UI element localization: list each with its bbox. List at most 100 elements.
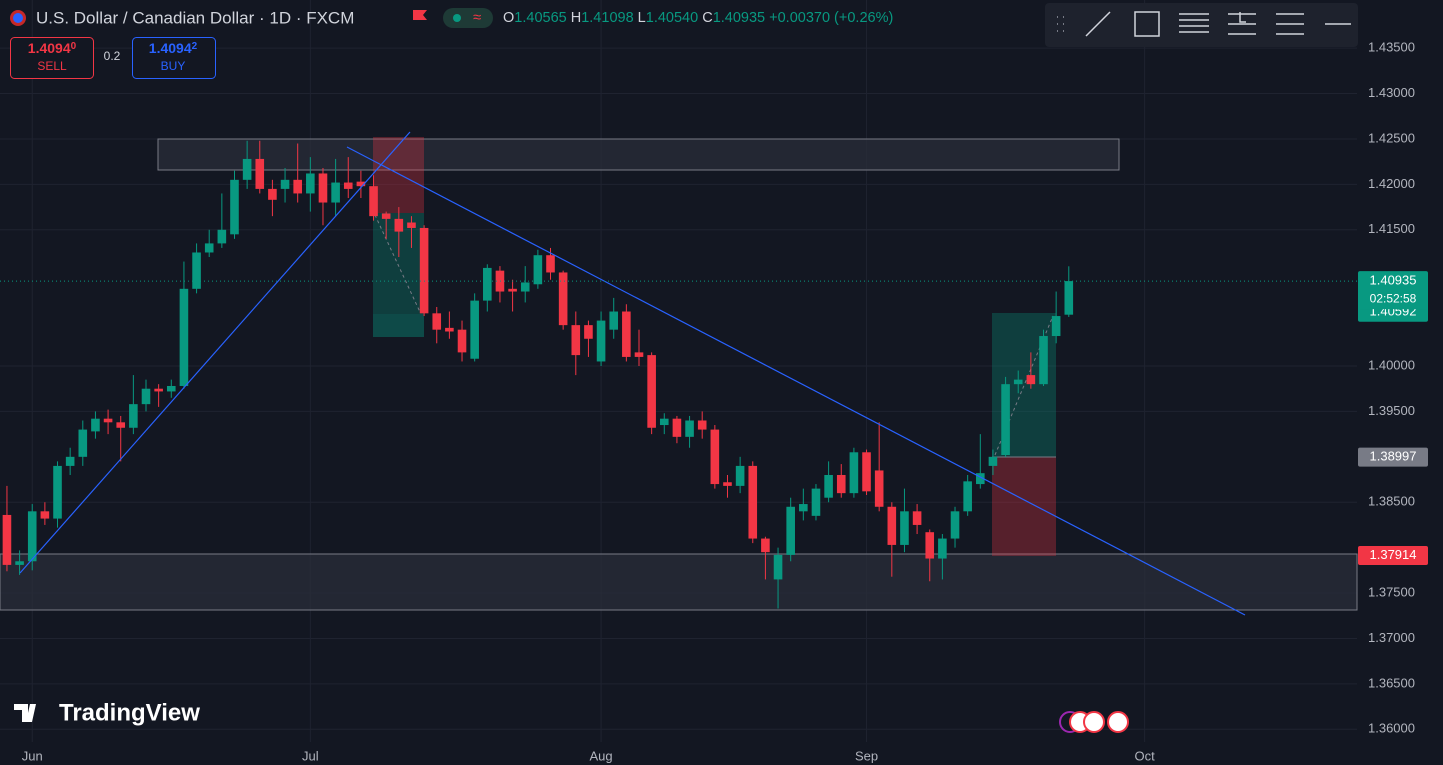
candle-body [483,267,492,301]
candle-body [546,255,555,273]
candle-body [647,355,656,428]
ohlc-legend: O1.40565 H1.41098 L1.40540 C1.40935 +0.0… [503,10,893,26]
trend-line [346,146,1246,616]
tool-fib[interactable] [1179,13,1209,33]
candle-body [900,511,909,545]
y-tick-label: 1.43500 [1368,40,1415,55]
toolbar-background [1045,3,1358,47]
candle-body [470,300,479,359]
candle-body [685,420,694,437]
x-tick-label: Jul [302,748,319,763]
candle-body [141,388,151,405]
y-tick-label: 1.39500 [1368,403,1415,418]
candle-body [91,418,100,432]
price-tag [1358,447,1428,467]
candle-body [976,473,985,485]
candle-body [622,311,631,357]
candle-body [381,213,391,219]
symbol-title[interactable]: U.S. Dollar / Canadian Dollar · 1D · FXC… [36,8,354,27]
tool-long[interactable] [1228,12,1256,35]
buy-label: BUY [161,59,186,73]
ohlc-key: C [702,10,712,26]
candle-body [874,470,884,507]
buy-button[interactable] [132,37,216,79]
event-icon[interactable] [1107,711,1129,733]
candle-body [280,179,290,189]
candle-body [65,456,75,466]
candle-body [1051,316,1061,337]
candle-body [129,404,138,428]
candle-body [849,452,859,494]
candle-body [255,158,265,189]
grid [0,0,1357,742]
candle-body [799,504,808,512]
tool-short[interactable] [1276,13,1304,35]
candle-body [520,282,530,292]
sell-button[interactable] [10,37,94,79]
candle-body [659,418,669,426]
y-tick-label: 1.37000 [1368,630,1415,645]
price-tag-label: 1.40935 [1370,273,1417,288]
x-tick-label: Jun [22,748,43,763]
candle-body [773,554,783,580]
candle-body [2,514,12,565]
symbol-icon [13,13,23,23]
buy-price: 1.40942 [149,40,198,56]
logo: TradingView [59,699,200,726]
buy-price: 1.4094 [149,40,192,56]
price-tag-label: 1.37914 [1370,547,1417,562]
y-tick-label: 1.40000 [1368,357,1415,372]
candle-body [609,311,619,330]
candle-body [1013,379,1023,385]
stop-zone [992,457,1056,556]
target-zone [373,314,424,337]
candle-body [293,179,302,194]
candle-body [950,511,960,539]
status-pill[interactable] [443,8,493,28]
ohlc-value: 1.40540 [646,10,698,26]
candle-body [988,456,998,466]
candle-body [166,385,176,392]
ohlc-key: H [571,10,581,26]
candle-body [204,243,214,253]
candle-body [1039,336,1048,385]
y-tick-label: 1.36500 [1368,675,1415,690]
x-tick-label: Sep [855,748,878,763]
candle-body [78,429,88,457]
candle-body [925,532,935,559]
y-tick-label: 1.42500 [1368,130,1415,145]
drag-handle[interactable] [1057,16,1064,32]
candle-body [217,229,227,244]
candle-body [558,272,568,326]
candle-body [103,418,113,423]
ohlc-key: O [503,10,514,26]
candle-body [1064,281,1074,315]
y-tick-label: 1.42000 [1368,176,1415,191]
event-icons [1059,711,1129,733]
candle-body [824,474,833,498]
event-icon[interactable] [1083,711,1105,733]
candle-body [836,474,846,494]
candle-body [862,452,871,492]
candle-body [445,327,454,332]
ohlc-value: 1.40935 [713,10,765,26]
candle-body [154,388,163,392]
candle-body [53,465,62,519]
candle-body [331,182,340,203]
candle-body [179,288,189,386]
candle-body [938,538,947,559]
candle-body [786,506,795,555]
y-tick-label: 1.41500 [1368,221,1415,236]
flag-icon[interactable] [413,10,427,20]
tool-rectangle[interactable] [1134,11,1160,37]
y-tick-label: 1.36000 [1368,721,1415,736]
candle-body [242,158,252,180]
candle-body [419,227,429,314]
candle-body [369,186,378,217]
candles [2,140,1074,609]
candle-body [268,188,277,200]
tool-line[interactable] [1085,11,1111,37]
x-tick-label: Aug [590,748,613,763]
candle-body [457,329,467,353]
